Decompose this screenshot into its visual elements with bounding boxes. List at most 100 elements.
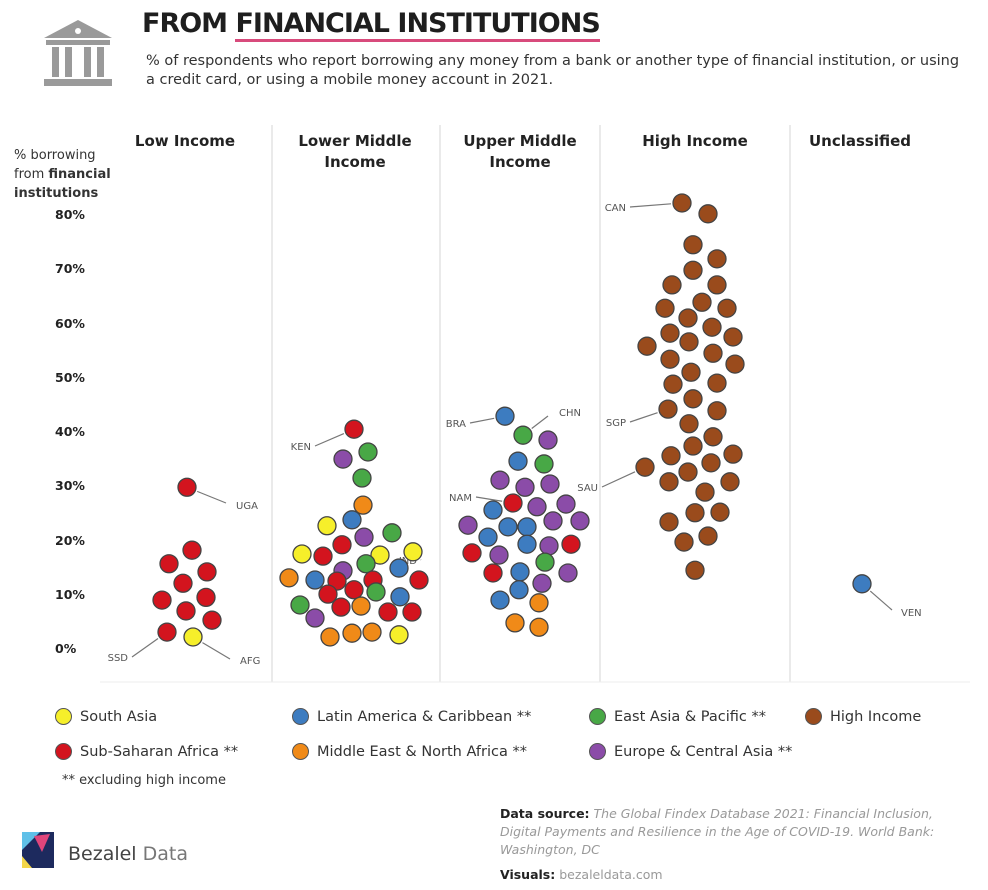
data-point-ssa <box>152 590 172 610</box>
column-header: Low Income <box>100 131 270 152</box>
data-point-eca <box>539 536 559 556</box>
data-point-eca <box>333 449 353 469</box>
data-point-eca <box>543 511 563 531</box>
data-point-hi <box>637 336 657 356</box>
data-point-hi <box>663 374 683 394</box>
legend-swatch <box>55 743 72 760</box>
chart-subtitle: % of respondents who report borrowing an… <box>146 53 960 88</box>
column-header-line: Lower Middle <box>298 132 412 150</box>
country-label: SAU <box>577 483 598 494</box>
data-point-ssa <box>332 535 352 555</box>
data-point-eca <box>458 515 478 535</box>
brand-name: Bezalel Data <box>68 843 188 865</box>
legend-swatch <box>805 708 822 725</box>
data-point-eca <box>532 573 552 593</box>
data-point-eap <box>534 454 554 474</box>
data-point-lac <box>483 500 503 520</box>
country-label: NAM <box>449 493 472 504</box>
data-point-eap <box>535 552 555 572</box>
data-point-hi <box>703 427 723 447</box>
legend-label: Sub-Saharan Africa ** <box>80 743 239 760</box>
data-point-eca <box>354 527 374 547</box>
country-label: BRA <box>446 419 466 430</box>
data-point-hi <box>717 298 737 318</box>
data-point-eca <box>556 494 576 514</box>
data-point-hi <box>707 275 727 295</box>
annotation-leader <box>314 433 345 447</box>
y-tick-label: 20% <box>55 532 85 548</box>
data-point-sa <box>183 627 203 647</box>
y-tick-label: 70% <box>55 261 85 277</box>
series-upper-middle-income: BRA CHN NAM <box>446 406 590 637</box>
data-point-ssa <box>331 597 351 617</box>
annotation-leader <box>475 496 503 502</box>
data-point-mena <box>351 596 371 616</box>
y-tick-label: 50% <box>55 369 85 385</box>
y-tick-label: 60% <box>55 315 85 331</box>
data-point-hi <box>720 472 740 492</box>
data-point-ssa <box>313 546 333 566</box>
data-point-eap <box>358 442 378 462</box>
data-point-lac <box>478 527 498 547</box>
data-point-hi <box>679 414 699 434</box>
annotation-leader <box>531 415 549 429</box>
data-point-ssa <box>318 584 338 604</box>
chart-title: FROM FINANCIAL INSTITUTIONS <box>142 8 601 42</box>
data-point-lac <box>509 580 529 600</box>
data-point-lac <box>305 570 325 590</box>
country-label: VEN <box>901 608 922 619</box>
data-point-eca <box>558 563 578 583</box>
data-point-ssa <box>503 493 523 513</box>
data-point-mena <box>353 495 373 515</box>
data-point-hi <box>692 292 712 312</box>
visuals-credit: Visuals: bezaleldata.com <box>500 867 663 882</box>
legend-note: ** excluding high income <box>62 773 226 788</box>
data-point-lac <box>389 558 409 578</box>
data-point-sa <box>317 516 337 536</box>
data-point-hi <box>723 327 743 347</box>
data-point-eca <box>538 430 558 450</box>
data-point-lac <box>852 574 872 594</box>
data-point-hi <box>703 343 723 363</box>
data-point-hi <box>674 532 694 552</box>
annotation-leader <box>469 417 495 424</box>
y-tick-label: 0% <box>55 641 77 656</box>
legend-swatch <box>292 743 309 760</box>
legend-label: High Income <box>830 708 922 725</box>
annotation-leader <box>131 637 159 658</box>
y-tick-label: 30% <box>55 478 85 494</box>
source-text: The Global Findex Database 2021: Financi… <box>500 806 935 857</box>
data-point-ssa <box>462 543 482 563</box>
data-point-ssa <box>402 602 422 622</box>
column-header: Lower Middle Income <box>270 131 440 173</box>
y-label-line3: institutions <box>14 186 99 201</box>
source-label: Data source: <box>500 806 590 821</box>
annotation-leader <box>196 490 227 504</box>
data-point-eap <box>366 582 386 602</box>
data-point-eap <box>356 554 376 574</box>
data-point-ssa <box>173 573 193 593</box>
data-point-hi <box>655 298 675 318</box>
data-point-lac <box>495 406 515 426</box>
legend-item-eca: Europe & Central Asia ** <box>589 743 792 760</box>
data-point-hi <box>707 373 727 393</box>
visuals-link[interactable]: bezaleldata.com <box>559 867 663 882</box>
data-point-lac <box>342 510 362 530</box>
data-point-hi <box>710 502 730 522</box>
data-point-ssa <box>344 580 364 600</box>
annotation-leader <box>869 590 893 611</box>
legend-swatch <box>589 708 606 725</box>
column-header: Unclassified <box>775 131 945 152</box>
data-point-mena <box>529 593 549 613</box>
series-high-income: CAN SGP SAU <box>577 193 745 580</box>
data-point-eap <box>382 523 402 543</box>
country-label: SSD <box>108 653 129 664</box>
country-label: KEN <box>291 442 311 453</box>
y-label-plain: from <box>14 167 49 182</box>
data-point-sa <box>370 545 390 565</box>
data-point-hi <box>683 389 703 409</box>
annotation-leader <box>629 203 672 208</box>
data-point-hi <box>635 457 655 477</box>
legend-label: Europe & Central Asia ** <box>614 743 793 760</box>
data-point-mena <box>362 622 382 642</box>
